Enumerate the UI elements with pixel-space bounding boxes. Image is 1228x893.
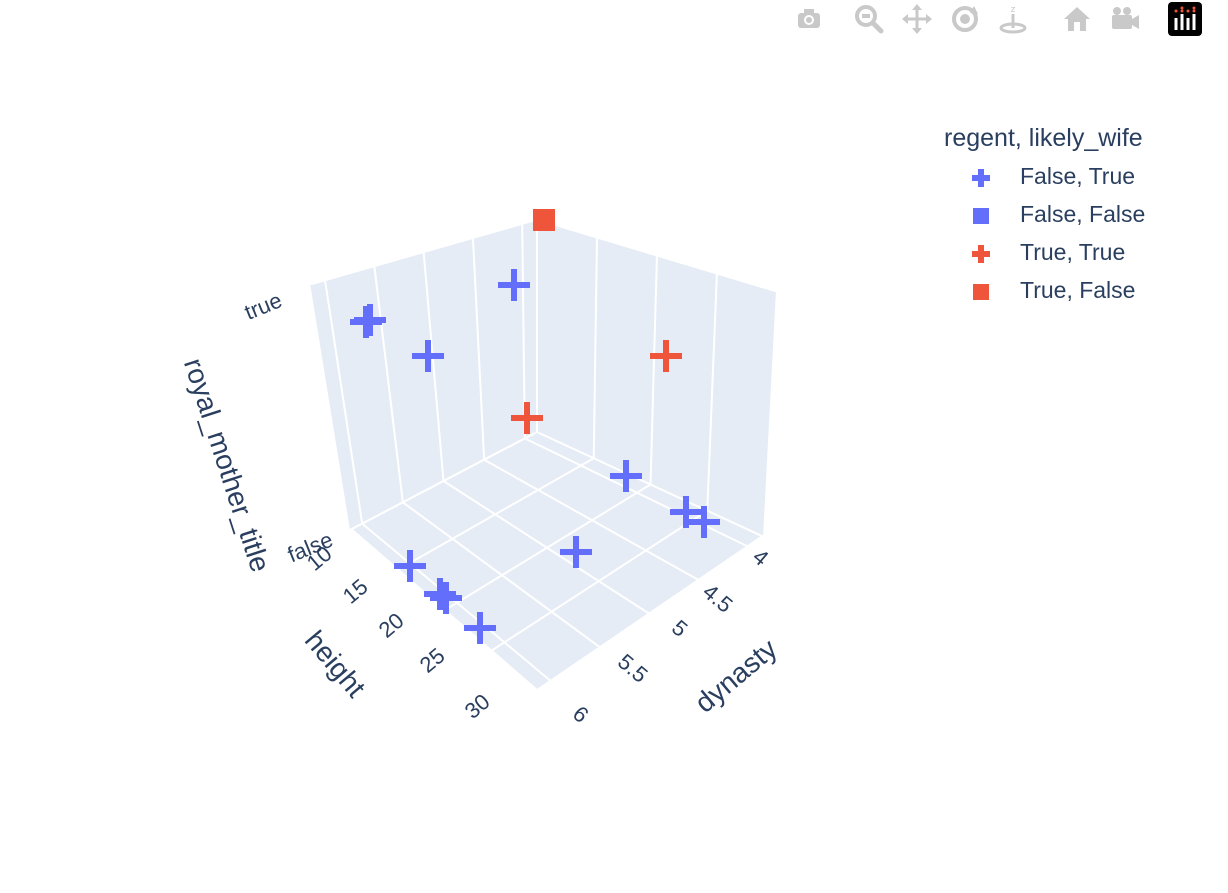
floor-grid-height [442, 480, 652, 616]
legend-cross-symbol [972, 245, 990, 263]
floor-grid-height [524, 437, 750, 549]
wall-grid-dynasty [706, 271, 718, 511]
legend-title: regent, likely_wife [944, 124, 1143, 152]
camera-view-icon[interactable] [1108, 2, 1142, 36]
z-tick-label: true [241, 287, 286, 324]
floor-plane [350, 432, 764, 692]
plotly-logo-icon[interactable] [1168, 2, 1202, 36]
home-icon[interactable] [1060, 2, 1094, 36]
marker-cross[interactable] [424, 578, 456, 610]
marker-cross[interactable] [560, 536, 592, 568]
gridlines [309, 217, 778, 693]
data-markers [350, 209, 720, 644]
floor-grid-height [361, 522, 553, 683]
floor-grid-height [402, 501, 602, 650]
box-edge [536, 215, 778, 293]
marker-cross[interactable] [511, 402, 543, 434]
turntable-rotation-icon[interactable]: z [996, 2, 1030, 36]
marker-cross[interactable] [610, 460, 642, 492]
wall-grid-height [422, 250, 445, 482]
marker-cross[interactable] [430, 582, 462, 614]
zoom-icon[interactable] [852, 2, 886, 36]
legend-item[interactable]: True, False [944, 273, 1214, 311]
wall-grid-height [373, 264, 404, 503]
marker-cross[interactable] [498, 269, 530, 301]
wall-grid-dynasty [649, 253, 658, 485]
x-tick-label: 5.5 [613, 649, 653, 688]
marker-cross[interactable] [650, 340, 682, 372]
wall-grid-height [323, 278, 364, 524]
wall-grid-dynasty [592, 235, 598, 459]
y-axis-title: height [299, 625, 372, 704]
svg-text:z: z [1011, 5, 1016, 15]
marker-cross[interactable] [670, 496, 702, 528]
legend-item[interactable]: True, True [944, 235, 1214, 273]
legend-item[interactable]: False, True [944, 159, 1214, 197]
legend-square-symbol [973, 208, 989, 224]
y-tick-label: 20 [374, 608, 409, 643]
marker-cross[interactable] [350, 306, 382, 338]
wall-grid-dynasty [763, 289, 778, 538]
marker-cross[interactable] [412, 340, 444, 372]
legend-square-symbol [973, 284, 989, 300]
x-tick-label: 6 [568, 701, 593, 728]
floor-grid-height [483, 458, 701, 582]
legend-cross-symbol [972, 169, 990, 187]
legend-label: False, True [1020, 163, 1136, 189]
wall-grid-z-false [349, 431, 538, 531]
box-edge [309, 215, 538, 286]
y-tick-label: 30 [460, 689, 495, 724]
legend-item[interactable]: False, False [944, 197, 1214, 235]
y-tick-label: 15 [338, 574, 373, 609]
marker-cross[interactable] [464, 612, 496, 644]
legend: regent, likely_wife False, True False, Fa… [944, 124, 1214, 311]
legend-label: False, False [1020, 201, 1146, 227]
legend-label: True, False [1020, 277, 1136, 303]
marker-cross[interactable] [394, 550, 426, 582]
camera-icon[interactable] [792, 2, 826, 36]
back-wall-left [310, 218, 537, 530]
modebar: z [788, 0, 1228, 40]
x-tick-label: 5 [667, 615, 692, 642]
wall-grid-z-false [536, 431, 765, 538]
marker-cross[interactable] [688, 506, 720, 538]
x-tick-label: 4.5 [698, 579, 738, 618]
box-edge [535, 534, 766, 695]
z-axis-title: royal_mother_title [178, 354, 276, 575]
marker-square[interactable] [533, 209, 555, 231]
orbit-rotation-icon[interactable] [948, 2, 982, 36]
y-tick-label: 25 [415, 643, 450, 678]
wall-grid-height [471, 236, 486, 460]
pan-icon[interactable] [900, 2, 934, 36]
x-axis-title: dynasty [689, 633, 783, 719]
legend-label: True, True [1020, 239, 1126, 265]
